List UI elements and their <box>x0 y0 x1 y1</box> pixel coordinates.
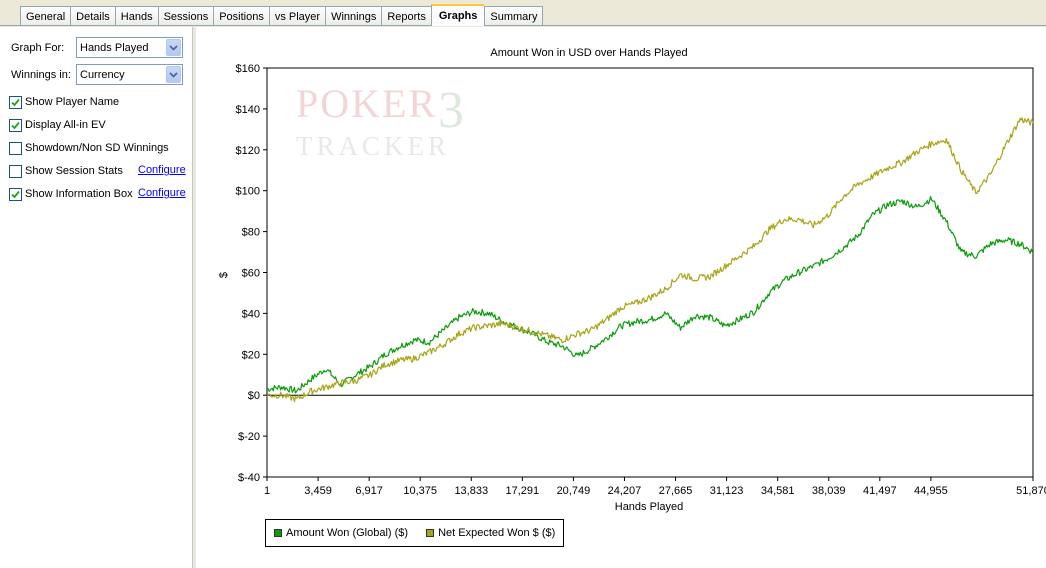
legend-swatch <box>426 529 435 537</box>
tab-graphs[interactable]: Graphs <box>430 4 485 26</box>
net-expected-line <box>266 117 1034 403</box>
option-showdown-non-sd-winnings[interactable]: Showdown/Non SD Winnings <box>9 140 169 156</box>
show-information-box-configure-link[interactable]: Configure <box>138 187 186 199</box>
y-tick-label: $60 <box>242 268 260 280</box>
tab-hands[interactable]: Hands <box>114 6 158 26</box>
option-show-information-box[interactable]: Show Information Box <box>9 186 133 202</box>
winnings-in-value: Currency <box>80 68 125 81</box>
legend-item: Amount Won (Global) ($) <box>274 527 408 539</box>
winnings-in-select[interactable]: Currency <box>76 64 183 85</box>
checkmark-icon <box>11 98 20 106</box>
chevron-down-icon[interactable] <box>166 66 181 83</box>
tab-sessions[interactable]: Sessions <box>157 6 214 26</box>
winnings-in-label: Winnings in: <box>11 68 71 81</box>
display-all-in-ev-label: Display All-in EV <box>25 119 106 131</box>
show-session-stats-checkbox[interactable] <box>9 164 22 178</box>
y-tick-label: $40 <box>242 308 260 320</box>
amount-won-line <box>266 196 1034 394</box>
tab-general[interactable]: General <box>20 6 71 26</box>
y-tick-label: $20 <box>242 349 260 361</box>
tab-details[interactable]: Details <box>70 6 115 26</box>
x-tick-label: 6,917 <box>355 485 383 497</box>
graph-for-row: Graph For: Hands Played <box>11 37 183 58</box>
legend-item: Net Expected Won $ ($) <box>426 527 555 539</box>
x-tick-label: 34,581 <box>761 485 795 497</box>
chevron-down-icon[interactable] <box>166 39 181 56</box>
y-tick-label: $-40 <box>238 472 260 484</box>
option-show-session-stats[interactable]: Show Session Stats <box>9 163 123 179</box>
legend-label: Amount Won (Global) ($) <box>286 527 409 539</box>
y-tick-label: $0 <box>248 390 260 402</box>
tab-list: General Details Hands Sessions Positions vs P… <box>20 4 544 26</box>
graph-for-value: Hands Played <box>80 41 149 54</box>
option-display-all-in-ev[interactable]: Display All-in EV <box>9 117 106 133</box>
plot-frame <box>266 67 1034 478</box>
tab-vs-player[interactable]: vs Player <box>268 6 326 26</box>
tab-strip: General Details Hands Sessions Positions vs P… <box>0 0 1046 26</box>
graph-for-select[interactable]: Hands Played <box>76 37 183 58</box>
pokertracker-watermark: POKER 3 TRACKER <box>296 81 464 161</box>
checkmark-icon <box>11 190 20 198</box>
y-tick-label: $140 <box>236 104 260 116</box>
x-tick-label: 51,870 <box>1016 485 1046 497</box>
show-information-box-label: Show Information Box <box>25 188 133 200</box>
showdown-non-sd-winnings-checkbox[interactable] <box>9 141 22 155</box>
x-tick-label: 10,375 <box>403 485 437 497</box>
watermark-digit: 3 <box>438 82 464 139</box>
checkmark-icon <box>11 121 20 129</box>
tab-positions[interactable]: Positions <box>213 6 269 26</box>
chart-title: Amount Won in USD over Hands Played <box>490 47 687 59</box>
option-show-player-name[interactable]: Show Player Name <box>9 94 119 110</box>
display-all-in-ev-checkbox[interactable] <box>9 118 22 132</box>
show-player-name-checkbox[interactable] <box>9 95 22 109</box>
y-tick-label: $80 <box>242 227 260 239</box>
show-player-name-label: Show Player Name <box>25 96 120 108</box>
x-tick-label: 27,665 <box>659 485 693 497</box>
tab-summary[interactable]: Summary <box>484 6 544 26</box>
x-axis-label: Hands Played <box>615 501 684 513</box>
show-information-box-checkbox[interactable] <box>9 187 22 201</box>
chart-legend: Amount Won (Global) ($) Net Expected Won … <box>265 519 565 547</box>
chart-area: POKER 3 TRACKER Amount Won in USD over H… <box>196 27 1046 568</box>
watermark-line2: TRACKER <box>296 131 450 161</box>
showdown-non-sd-winnings-label: Showdown/Non SD Winnings <box>25 142 169 154</box>
tab-reports[interactable]: Reports <box>381 6 431 26</box>
x-tick-label: 38,039 <box>812 485 846 497</box>
x-tick-label: 17,291 <box>506 485 540 497</box>
graph-for-label: Graph For: <box>11 41 65 54</box>
y-tick-label: $160 <box>236 63 260 75</box>
show-session-stats-label: Show Session Stats <box>25 165 123 177</box>
show-session-stats-configure-link[interactable]: Configure <box>138 164 186 176</box>
y-tick-label: $-20 <box>238 431 260 443</box>
watermark-line1: POKER <box>296 81 437 126</box>
y-tick-label: $120 <box>236 145 260 157</box>
graph-options-panel: Graph For: Hands Played Winnings in: Cur… <box>0 27 193 568</box>
x-tick-label: 24,207 <box>608 485 642 497</box>
legend-label: Net Expected Won $ ($) <box>438 527 556 539</box>
line-chart: POKER 3 TRACKER Amount Won in USD over H… <box>218 47 1046 513</box>
x-tick-label: 31,123 <box>710 485 744 497</box>
x-tick-label: 1 <box>264 485 270 497</box>
x-tick-label: 20,749 <box>557 485 591 497</box>
legend-swatch <box>274 529 282 537</box>
y-tick-label: $100 <box>236 186 260 198</box>
x-tick-label: 41,497 <box>863 485 897 497</box>
winnings-in-row: Winnings in: Currency <box>11 64 183 85</box>
tab-winnings[interactable]: Winnings <box>325 6 382 26</box>
x-tick-label: 44,955 <box>914 485 948 497</box>
y-axis-label: $ <box>218 272 230 278</box>
x-tick-label: 13,833 <box>454 485 488 497</box>
x-tick-label: 3,459 <box>304 485 332 497</box>
